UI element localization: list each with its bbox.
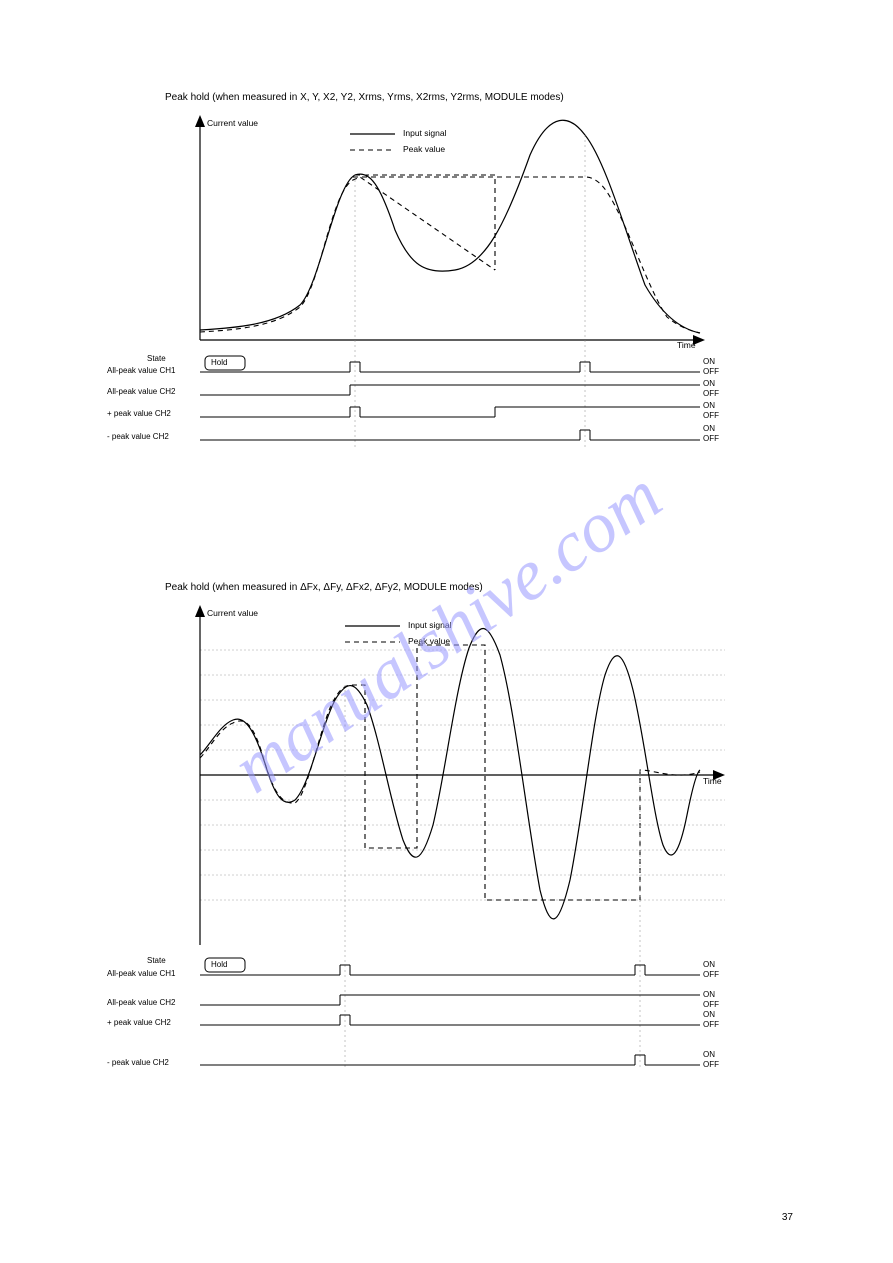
d2-sig-allpeak2: All-peak value CH2 (107, 998, 175, 1007)
d2-onoff-1: OFF (703, 970, 719, 979)
d1-onoff-6: ON (703, 424, 715, 433)
d2-sig-hold: Hold (211, 960, 227, 969)
d2-sig-pluspeak: + peak value CH2 (107, 1018, 171, 1027)
d1-onoff-7: OFF (703, 434, 719, 443)
diagram-2-xlabel: Time (703, 776, 722, 786)
diagram-1-svg (155, 110, 715, 470)
d2-onoff-6: ON (703, 1050, 715, 1059)
diagram-1: Peak hold (when measured in X, Y, X2, Y2… (155, 110, 715, 510)
d1-sig-pluspeak: + peak value CH2 (107, 409, 171, 418)
d1-sig-state: State (147, 354, 166, 363)
d2-onoff-3: OFF (703, 1000, 719, 1009)
d2-onoff-0: ON (703, 960, 715, 969)
d1-onoff-2: ON (703, 379, 715, 388)
d1-onoff-3: OFF (703, 389, 719, 398)
diagram-1-legend-solid: Input signal (403, 128, 446, 138)
d2-sig-state: State (147, 956, 166, 965)
d2-onoff-4: ON (703, 1010, 715, 1019)
diagram-1-xlabel: Time (677, 340, 696, 350)
diagram-2-legend-solid: Input signal (408, 620, 451, 630)
d2-sig-minuspeak: - peak value CH2 (107, 1058, 169, 1067)
page-number: 37 (782, 1212, 793, 1223)
diagram-2-ylabel: Current value (207, 608, 258, 618)
d2-onoff-7: OFF (703, 1060, 719, 1069)
diagram-2: Peak hold (when measured in ΔFx, ΔFy, ΔF… (155, 600, 735, 1120)
d2-onoff-2: ON (703, 990, 715, 999)
diagram-1-legend-dashed: Peak value (403, 144, 445, 154)
diagram-2-title: Peak hold (when measured in ΔFx, ΔFy, ΔF… (165, 582, 483, 593)
diagram-1-title: Peak hold (when measured in X, Y, X2, Y2… (165, 92, 564, 103)
d2-sig-allpeak1: All-peak value CH1 (107, 969, 175, 978)
d1-onoff-0: ON (703, 357, 715, 366)
d1-onoff-1: OFF (703, 367, 719, 376)
d1-sig-allpeak2: All-peak value CH2 (107, 387, 175, 396)
d1-onoff-5: OFF (703, 411, 719, 420)
diagram-2-svg (155, 600, 735, 1090)
d2-onoff-5: OFF (703, 1020, 719, 1029)
diagram-1-ylabel: Current value (207, 118, 258, 128)
d1-sig-minuspeak: - peak value CH2 (107, 432, 169, 441)
d1-sig-hold: Hold (211, 358, 227, 367)
d1-onoff-4: ON (703, 401, 715, 410)
diagram-2-legend-dashed: Peak value (408, 636, 450, 646)
d1-sig-allpeak1: All-peak value CH1 (107, 366, 175, 375)
